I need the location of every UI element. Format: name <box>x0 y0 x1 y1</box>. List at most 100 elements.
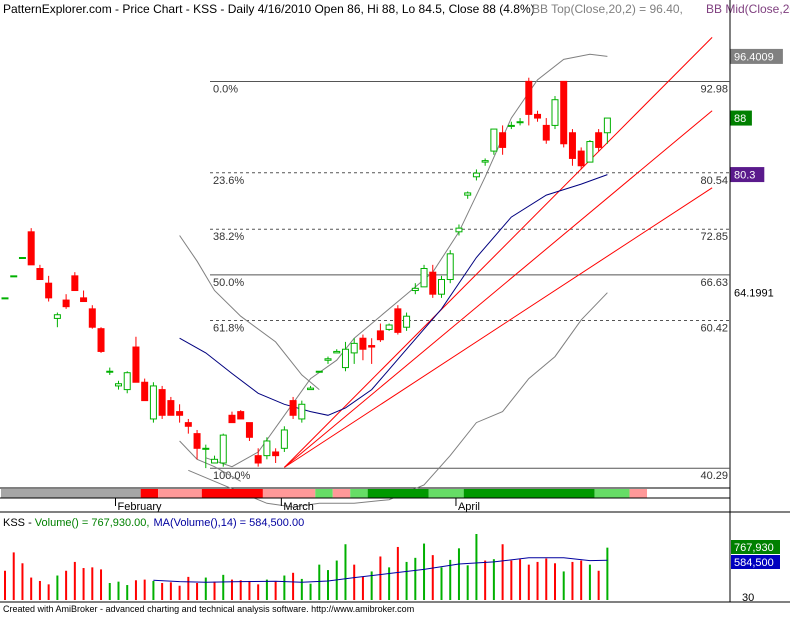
candle-body <box>472 172 480 178</box>
candle-body <box>10 275 18 278</box>
candle-body <box>193 433 201 449</box>
volume-header: KSS - Volume() = 767,930.00, MA(Volume(),… <box>3 517 304 529</box>
volume-ma-line <box>153 557 608 583</box>
price-tag-label: 88 <box>734 113 746 125</box>
candle-body <box>62 299 70 308</box>
fib-pct-label: 23.6% <box>213 175 244 187</box>
right-axis-tags: 96.4009 88 80.3 64.1991 <box>730 48 783 301</box>
price-tag-label: 80.3 <box>734 170 755 182</box>
candle-body <box>315 370 323 373</box>
trend-segment <box>140 489 159 498</box>
candle-body <box>298 403 306 420</box>
fib-price-label: 92.98 <box>700 84 728 96</box>
candle-body <box>368 345 376 348</box>
fib-price-label: 80.54 <box>700 175 728 187</box>
trend-ribbon <box>1 489 648 498</box>
price-tag-box <box>730 48 783 64</box>
fan-line <box>284 110 713 468</box>
price-tag-label: 64.1991 <box>734 288 774 300</box>
candle-body <box>106 370 114 373</box>
candle-body <box>394 308 402 333</box>
candle-body <box>307 387 315 391</box>
fib-pct-label: 38.2% <box>213 231 244 243</box>
fibonacci-levels: 0.0% 92.98 23.6% 80.54 38.2% 72.85 50.0% 66.63 6… <box>210 81 730 482</box>
volume-value-label: Volume() = 767,930.00, <box>35 517 150 529</box>
candle-body <box>228 414 236 424</box>
candle-body <box>80 297 88 303</box>
candle-body <box>71 275 79 292</box>
price-tag-box <box>730 285 783 301</box>
trend-segment <box>463 489 595 498</box>
fib-pct-label: 50.0% <box>213 277 244 289</box>
candle-body <box>36 268 44 281</box>
candle-body <box>272 451 280 457</box>
candle-body <box>403 315 411 328</box>
trend-segment <box>350 489 368 498</box>
candle-body <box>27 231 35 266</box>
candle-body <box>114 383 122 387</box>
fib-price-label: 72.85 <box>700 231 728 243</box>
candle-body <box>176 411 184 416</box>
candle-body <box>341 348 349 369</box>
date-label: February <box>117 501 162 513</box>
candle-body <box>359 337 367 350</box>
candle-body <box>516 121 524 124</box>
candle-body <box>438 279 445 295</box>
candle-body <box>551 99 559 126</box>
chart-header: PatternExplorer.com - Price Chart - KSS … <box>3 2 535 16</box>
candle-body <box>245 422 253 438</box>
candle-body <box>568 132 576 159</box>
candle-body <box>219 434 227 464</box>
trend-segment <box>594 489 630 498</box>
candle-body <box>603 117 611 134</box>
moving-average-line <box>179 174 608 416</box>
candle-body <box>18 257 26 259</box>
fib-price-label: 66.63 <box>700 277 728 289</box>
candle-body <box>586 141 594 163</box>
candle-body <box>324 358 332 361</box>
price-tag-box <box>730 110 752 126</box>
candlestick-series <box>1 77 611 469</box>
price-tag-label: 96.4009 <box>734 51 774 63</box>
candle-body <box>132 346 140 383</box>
bollinger-upper-left-line <box>179 235 320 390</box>
candle-body <box>123 372 131 391</box>
bb-mid-label: BB Mid(Close,20 <box>706 2 790 16</box>
volume-prefix: KSS - <box>3 517 35 529</box>
candle-body <box>289 400 297 416</box>
footer-credit: Created with AmiBroker - advanced charti… <box>3 604 415 614</box>
volume-axis-label: 30 <box>742 592 754 604</box>
candle-body <box>499 132 507 148</box>
volume-tag-box <box>731 540 780 554</box>
candle-body <box>429 271 437 295</box>
volume-ma-tag-box <box>731 555 780 569</box>
site-name: PatternExplorer.com <box>3 2 112 16</box>
candle-body <box>464 192 472 196</box>
candle-body <box>490 128 498 152</box>
candle-body <box>333 350 341 354</box>
fib-price-label: 60.42 <box>700 322 728 334</box>
volume-bars <box>4 534 609 600</box>
volume-tag-label: 767,930 <box>734 542 774 554</box>
volume-ma-tag-label: 584,500 <box>734 557 774 569</box>
candle-body <box>350 342 358 354</box>
candle-body <box>446 253 454 281</box>
fib-price-label: 40.29 <box>700 470 728 482</box>
candle-body <box>455 227 463 233</box>
trend-segment <box>428 489 464 498</box>
candle-body <box>88 308 96 328</box>
candle-body <box>97 328 105 352</box>
fib-pct-label: 0.0% <box>213 84 238 96</box>
candle-body <box>577 150 585 167</box>
fan-line <box>284 187 713 468</box>
ma-line <box>179 174 608 416</box>
trend-segment <box>158 489 202 498</box>
candle-body <box>385 324 393 330</box>
candle-body <box>184 422 192 427</box>
candle-body <box>237 411 245 420</box>
candle-body <box>542 124 550 141</box>
candle-body <box>280 429 288 449</box>
candle-body <box>595 132 603 148</box>
trend-segment <box>1 489 141 498</box>
